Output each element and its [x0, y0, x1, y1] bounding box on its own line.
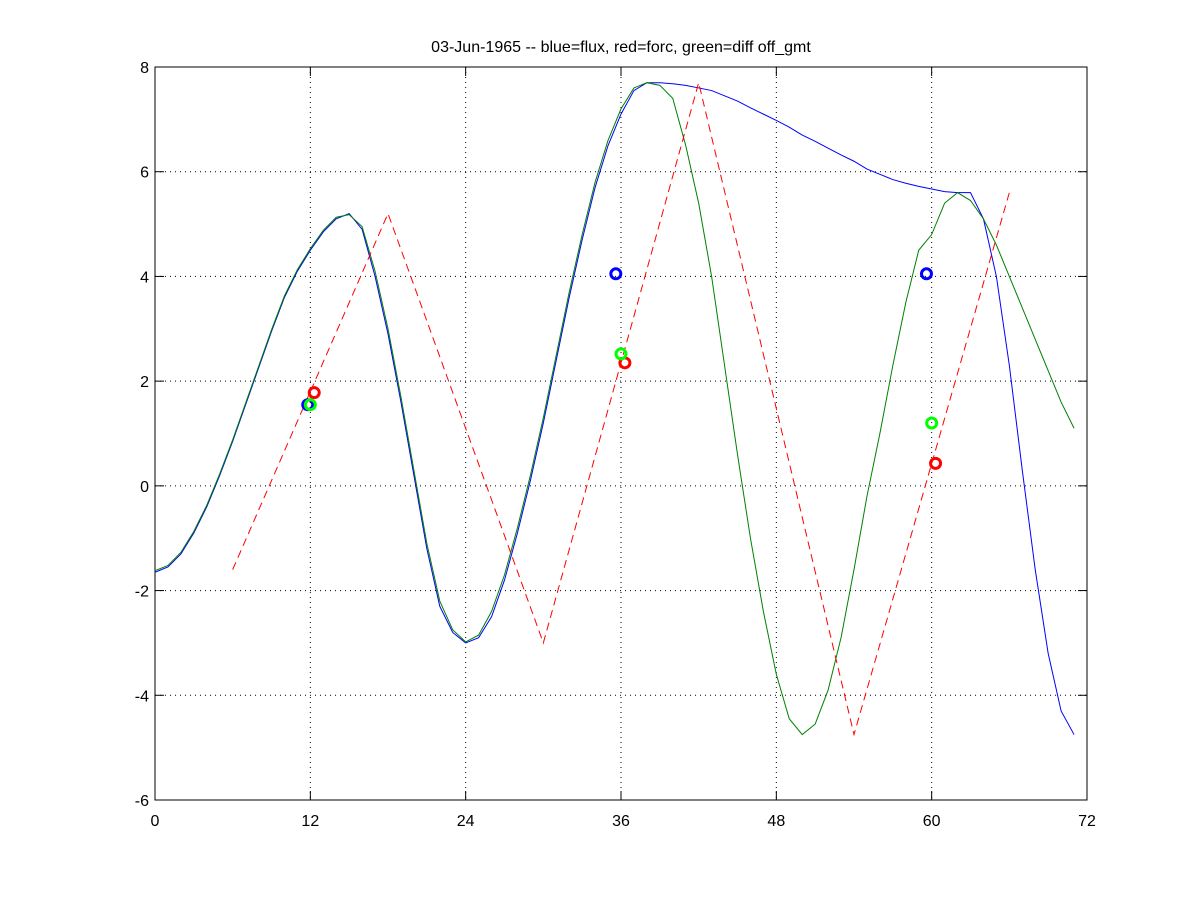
- marker: [303, 398, 317, 412]
- y-tick-label: 8: [140, 60, 149, 77]
- x-tick-label: 48: [767, 813, 785, 830]
- x-tick-label: 24: [457, 813, 475, 830]
- marker: [307, 386, 321, 400]
- y-tick-label: 6: [140, 165, 149, 182]
- series-line: [154, 82, 1075, 736]
- plot-area: [155, 67, 1087, 800]
- marker: [929, 456, 943, 470]
- x-tick-label: 36: [612, 813, 630, 830]
- marker: [925, 416, 939, 430]
- marker: [919, 267, 933, 281]
- y-tick-label: 2: [140, 374, 149, 391]
- x-tick-label: 0: [151, 813, 160, 830]
- axes-box: [154, 66, 1088, 801]
- y-tick-label: -6: [135, 793, 149, 810]
- chart-title: 03-Jun-1965 -- blue=flux, red=forc, gree…: [431, 39, 811, 56]
- y-tick-label: -4: [135, 688, 149, 705]
- x-tick-label: 60: [923, 813, 941, 830]
- x-tick-label: 12: [301, 813, 319, 830]
- series-line: [154, 82, 1075, 735]
- marker: [614, 347, 628, 361]
- y-tick-label: -2: [135, 584, 149, 601]
- marker: [609, 267, 623, 281]
- y-tick-label: 0: [140, 479, 149, 496]
- y-tick-label: 4: [140, 269, 149, 286]
- x-tick-label: 72: [1078, 813, 1096, 830]
